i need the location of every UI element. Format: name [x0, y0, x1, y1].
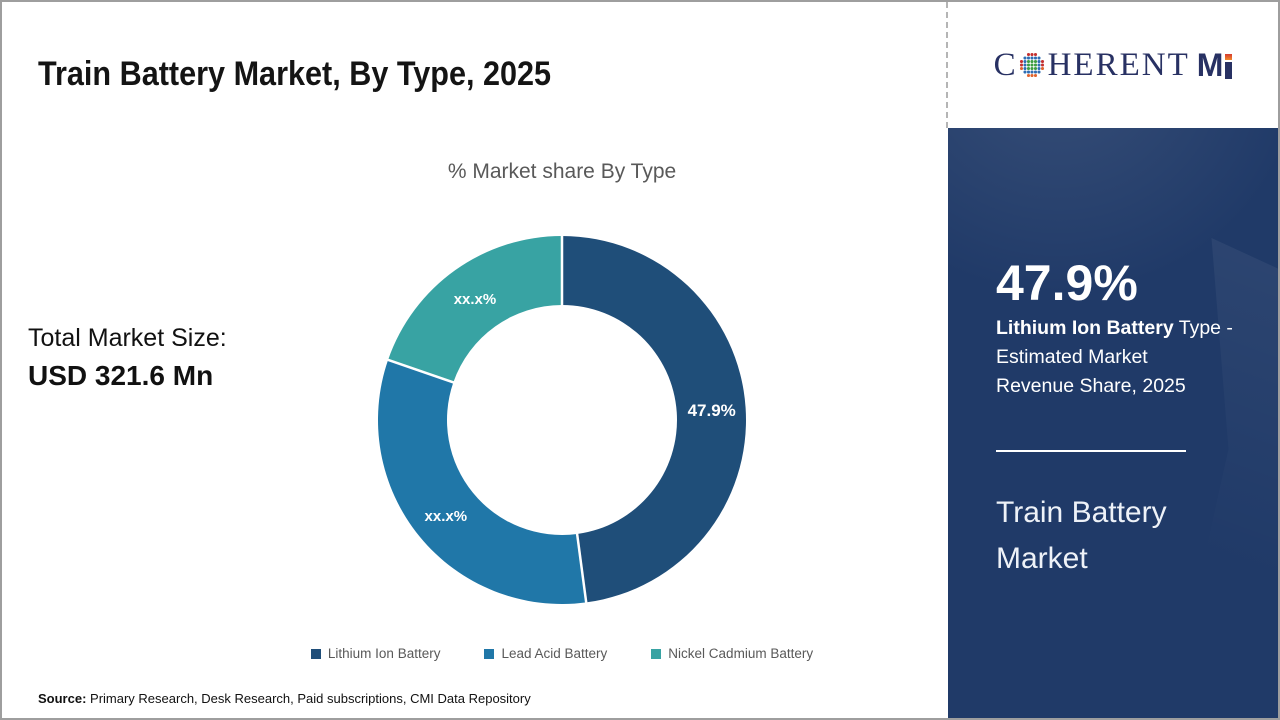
globe-dot: [1030, 73, 1034, 78]
total-market-size: Total Market Size: USD 321.6 Mn: [28, 324, 227, 392]
globe-dot: [1033, 56, 1037, 60]
donut-chart-svg: 47.9% xx.x% xx.x%: [377, 235, 747, 604]
source-note: Source: Primary Research, Desk Research,…: [38, 691, 531, 706]
globe-dot: [1026, 66, 1030, 71]
chart-subtitle: % Market share By Type: [447, 160, 677, 183]
slice-separator: [575, 532, 588, 604]
donut-segment-lead-acid-battery: [377, 359, 587, 604]
sidebar: 47.9% Lithium Ion Battery Type - Estimate…: [948, 128, 1278, 718]
legend-item-lithium-ion-battery: Lithium Ion Battery: [310, 646, 441, 661]
legend: Lithium Ion Battery Lead Acid Battery Nick…: [152, 646, 972, 661]
globe-dot: [1030, 59, 1034, 64]
globe-dot: [1030, 66, 1034, 71]
globe-icon: [1019, 52, 1044, 78]
legend-label: Lithium Ion Battery: [327, 646, 441, 661]
globe-dot: [1033, 59, 1037, 64]
globe-dot: [1040, 66, 1044, 71]
globe-dot: [1037, 56, 1041, 60]
slice-label: xx.x%: [425, 508, 468, 525]
globe-dot: [1026, 56, 1030, 60]
legend-swatch: [310, 648, 321, 659]
total-market-size-value: USD 321.6 Mn: [28, 360, 214, 391]
legend-swatch: [484, 648, 495, 659]
globe-dot: [1030, 52, 1034, 57]
globe-dot: [1019, 66, 1023, 71]
globe-dot: [1033, 70, 1037, 74]
legend-item-lead-acid-battery: Lead Acid Battery: [484, 646, 607, 661]
source-text: Primary Research, Desk Research, Paid su…: [86, 691, 531, 706]
page-title: Train Battery Market, By Type, 2025: [38, 54, 552, 93]
slice-label: 47.9%: [688, 401, 736, 420]
globe-dot: [1023, 70, 1027, 74]
logo-panel: C HERENT M: [946, 2, 1278, 128]
source-label: Source:: [38, 691, 87, 706]
globe-dot: [1037, 59, 1041, 64]
stat-desc-bold: Lithium Ion Battery: [996, 317, 1174, 339]
globe-dot: [1030, 63, 1034, 67]
sidebar-stat-value: 47.9%: [996, 255, 1138, 311]
globe-dot: [1037, 66, 1041, 71]
globe-dot: [1023, 56, 1027, 60]
globe-dot: [1026, 73, 1030, 78]
globe-dot: [1023, 66, 1027, 71]
logo-i-bar: [1225, 61, 1233, 79]
globe-dot: [1023, 59, 1027, 64]
globe-dot: [1023, 63, 1027, 67]
coherentmi-logo: C HERENT M: [994, 47, 1233, 84]
slice-separator: [386, 358, 455, 384]
stat-desc-line1: Type -: [1173, 317, 1233, 339]
donut-segment-nickel-cadmium-battery: [388, 236, 562, 383]
globe-dot: [1037, 70, 1041, 74]
globe-dot: [1026, 63, 1030, 67]
globe-dot: [1019, 59, 1023, 64]
total-market-size-label: Total Market Size:: [28, 324, 227, 352]
globe-dot: [1033, 66, 1037, 71]
stat-desc-line2: Estimated Market: [996, 346, 1148, 368]
logo-i-glyph: [1225, 53, 1233, 79]
globe-dot: [1030, 70, 1034, 74]
logo-letter-m: M: [1196, 46, 1224, 83]
globe-dot: [1026, 59, 1030, 64]
globe-dot: [1033, 73, 1037, 78]
globe-dot: [1033, 63, 1037, 67]
legend-label: Lead Acid Battery: [501, 646, 608, 661]
slice-label: xx.x%: [454, 291, 497, 308]
globe-dot: [1037, 63, 1041, 67]
globe-dot: [1033, 52, 1037, 57]
globe-dot: [1019, 63, 1023, 67]
donut-chart: 47.9% xx.x% xx.x%: [370, 228, 754, 612]
globe-dot: [1026, 70, 1030, 74]
globe-dot: [1040, 63, 1044, 67]
sidebar-stat-description: Lithium Ion Battery Type - Estimated Mark…: [996, 314, 1233, 401]
logo-i-dot: [1225, 53, 1233, 60]
legend-item-nickel-cadmium-battery: Nickel Cadmium Battery: [651, 646, 813, 661]
legend-swatch: [651, 648, 662, 659]
globe-dot: [1026, 52, 1030, 57]
sidebar-divider: [996, 450, 1186, 452]
logo-letter-c: C: [993, 46, 1016, 83]
sidebar-market-name: Train Battery Market: [996, 496, 1167, 575]
logo-text-herent: HERENT: [1047, 46, 1190, 83]
stat-desc-line3: Revenue Share, 2025: [996, 375, 1186, 397]
globe-dot: [1030, 56, 1034, 60]
globe-dot: [1040, 59, 1044, 64]
legend-label: Nickel Cadmium Battery: [668, 646, 814, 661]
donut-segment-lithium-ion-battery: [562, 236, 747, 603]
